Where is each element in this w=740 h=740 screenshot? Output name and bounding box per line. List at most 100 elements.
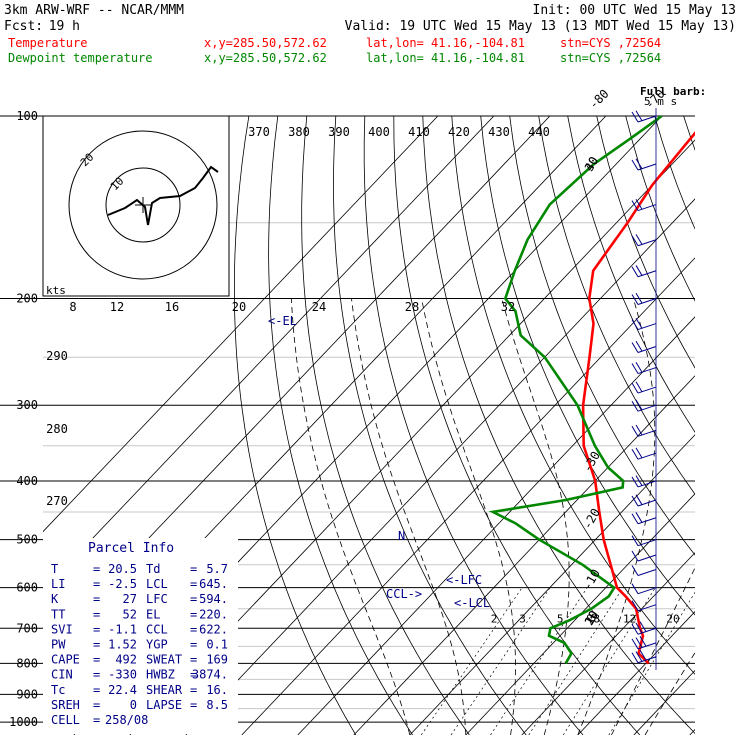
parcel-row-sep: =	[190, 668, 197, 682]
parcel-row-sep: =	[190, 607, 197, 621]
dry-adiabat-line	[363, 116, 584, 735]
pressure-tick-label: 900	[16, 687, 38, 701]
wind-barb-staff	[637, 587, 657, 595]
moist-adiabat-line	[644, 651, 695, 735]
wind-barb-staff	[637, 499, 657, 507]
wind-barb-flag	[635, 494, 643, 505]
pressure-tick-label: 1000	[9, 715, 38, 729]
wind-barb-flag	[631, 495, 639, 507]
parcel-row-key: K	[51, 592, 59, 606]
isotherm-line	[465, 493, 695, 735]
parcel-row-value: 0	[130, 698, 137, 712]
parcel-row-sep: =	[93, 653, 100, 667]
wind-barb-staff	[637, 642, 657, 650]
wind-barb-staff	[637, 429, 657, 437]
wind-barb-flag	[631, 342, 639, 353]
wind-barb-staff	[637, 163, 657, 171]
wind-barb-flag	[631, 200, 639, 211]
ccl-annotation: CCL->	[386, 587, 422, 601]
wind-barb-staff	[637, 386, 657, 394]
pressure-tick-label: 400	[16, 474, 38, 488]
dry-adiabat-line	[596, 116, 695, 369]
parcel-row-sep: =	[93, 698, 100, 712]
wind-barb-flag	[631, 565, 639, 576]
theta-label: 380	[288, 125, 310, 139]
parcel-row-key: TT	[51, 607, 65, 621]
mixing-ratio-line	[490, 587, 588, 735]
wind-barb-flag	[635, 361, 643, 373]
wind-barb-flag	[631, 624, 639, 635]
barb-title: Full barb:	[640, 85, 706, 98]
parcel-row-key: EL	[146, 607, 160, 621]
wind-barb-flag	[635, 512, 643, 523]
wind-barb-flag	[631, 382, 639, 394]
valid-time: Valid: 19 UTC Wed 15 May 13 (13 MDT Wed …	[345, 19, 736, 34]
wind-barb-flag	[635, 475, 643, 486]
parcel-row-value: 0.1	[206, 638, 228, 652]
wind-barb-flag	[631, 476, 639, 488]
parcel-row-sep: =	[93, 607, 100, 621]
parcel-row-value: 52	[123, 607, 137, 621]
wind-barb-flag	[635, 199, 643, 210]
theta-label: 390	[328, 125, 350, 139]
mixing-ratio-line	[563, 587, 656, 735]
parcel-row-sep: =	[190, 698, 197, 712]
isotherm-right-label: 30	[582, 154, 601, 174]
model-title: 3km ARW-WRF -- NCAR/MMM	[4, 3, 184, 18]
pressure-tick-label: 200	[16, 291, 38, 305]
wind-barb-flag	[635, 622, 643, 634]
hodograph-unit: kts	[46, 284, 66, 297]
hodo-speed-label: 28	[405, 300, 419, 314]
wind-barb-flag	[635, 292, 643, 304]
dry-adiabat-line	[683, 116, 695, 151]
wind-barb-staff	[637, 204, 657, 212]
parcel-row-value: -330	[108, 668, 137, 682]
wind-barb-flag	[631, 583, 639, 594]
wind-barb-flag	[635, 399, 643, 411]
hodograph-trace	[107, 165, 219, 226]
parcel-row-value: 8.5	[206, 698, 228, 712]
isotherm-right-label: 40	[582, 154, 601, 174]
hodograph-ring	[105, 167, 181, 243]
wind-barb-flag	[635, 651, 643, 662]
wind-barb-staff	[637, 239, 657, 247]
pressure-tick-label: 100	[16, 109, 38, 123]
chart-header: 3km ARW-WRF -- NCAR/MMM Init: 00 UTC Wed…	[4, 3, 736, 108]
parcel-row-value: -2.5	[108, 577, 137, 591]
isotherm-line	[297, 316, 695, 735]
dry-adiabat-line	[393, 116, 641, 735]
legend-temperature-xy: x,y=285.50,572.62	[204, 36, 327, 50]
moist-adiabat-line	[421, 298, 516, 735]
wind-barbs	[631, 108, 657, 670]
el-annotation: <-EL	[268, 314, 297, 328]
wind-barb-flag	[631, 266, 639, 277]
wind-barb-flag	[631, 448, 639, 460]
wind-barb-staff	[637, 517, 657, 525]
dry-adiabat-line	[234, 116, 357, 735]
parcel-row-sep: =	[190, 638, 197, 652]
parcel-info-panel: Parcel Info T = 20.5 Td = 5.7LI = -2.5 LCL = 645.K…	[43, 538, 238, 734]
wind-barb-staff	[637, 367, 657, 375]
legend-dewpoint-stn: stn=CYS ,72564	[560, 51, 661, 65]
wind-barb-flag	[631, 638, 639, 650]
isotherm-right-label: 10	[582, 608, 601, 628]
wind-barb-staff	[637, 404, 657, 412]
mixing-ratio-label: 8	[593, 612, 600, 625]
hodo-speed-label: 12	[110, 300, 124, 314]
hodo-speed-label: 8	[69, 300, 76, 314]
mixing-ratio-label: 12	[623, 612, 636, 625]
isotherm-line	[353, 375, 695, 735]
parcel-row-key: SHEAR	[146, 683, 183, 697]
hodograph-ring	[68, 130, 218, 280]
dry-adiabat-label: 270	[46, 494, 68, 508]
cell-value: 258/08	[105, 713, 148, 727]
wind-barb-staff	[637, 270, 657, 278]
moist-adiabat-line	[611, 566, 695, 735]
wind-barb-staff	[637, 627, 657, 635]
parcel-row-key: CIN	[51, 668, 73, 682]
parcel-row-sep: =	[93, 592, 100, 606]
parcel-row-value: 27	[123, 592, 137, 606]
hodo-speed-label: 24	[312, 300, 326, 314]
wind-barb-flag	[631, 111, 639, 123]
